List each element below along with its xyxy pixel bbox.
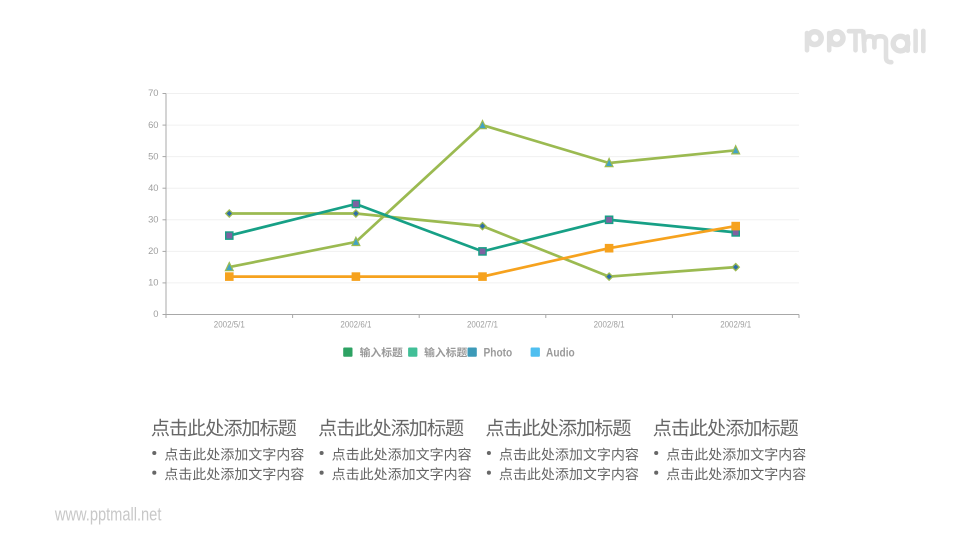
svg-text:www.pptmall.net: www.pptmall.net xyxy=(54,504,161,524)
svg-text:40: 40 xyxy=(148,182,158,193)
svg-text:2002/5/1: 2002/5/1 xyxy=(214,320,245,330)
svg-text:2002/9/1: 2002/9/1 xyxy=(720,320,751,330)
svg-text:Audio: Audio xyxy=(546,346,575,360)
svg-text:0: 0 xyxy=(153,308,158,319)
svg-text:2002/7/1: 2002/7/1 xyxy=(467,320,498,330)
svg-text:2002/6/1: 2002/6/1 xyxy=(340,320,371,330)
svg-text:50: 50 xyxy=(148,150,158,161)
svg-text:10: 10 xyxy=(148,277,158,288)
svg-text:Photo: Photo xyxy=(484,346,513,360)
svg-text:70: 70 xyxy=(148,87,158,98)
svg-text:30: 30 xyxy=(148,214,158,225)
svg-text:20: 20 xyxy=(148,245,158,256)
svg-text:60: 60 xyxy=(148,119,158,130)
svg-text:2002/8/1: 2002/8/1 xyxy=(594,320,625,330)
